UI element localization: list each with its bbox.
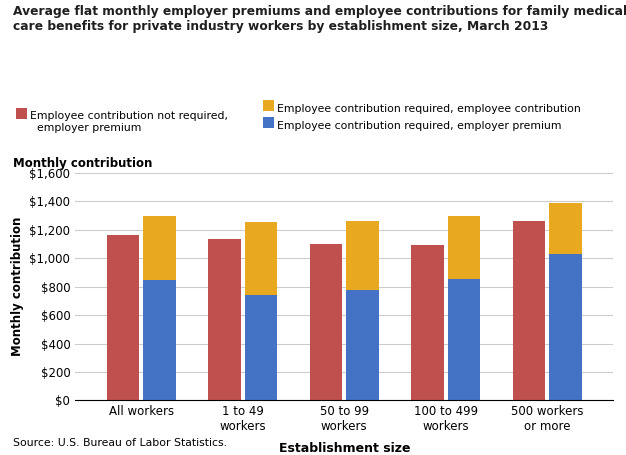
Y-axis label: Monthly contribution: Monthly contribution [11, 217, 24, 356]
Text: Source: U.S. Bureau of Labor Statistics.: Source: U.S. Bureau of Labor Statistics. [13, 438, 227, 448]
Text: Monthly contribution: Monthly contribution [13, 157, 152, 170]
Bar [411, 245, 444, 400]
Bar [245, 295, 277, 400]
Bar [346, 221, 379, 290]
Bar [513, 221, 545, 400]
Bar [550, 203, 582, 254]
Bar [143, 279, 176, 400]
Bar [106, 235, 139, 400]
X-axis label: Establishment size: Establishment size [279, 442, 410, 455]
Text: Average flat monthly employer premiums and employee contributions for family med: Average flat monthly employer premiums a… [13, 5, 626, 33]
Bar [550, 254, 582, 400]
Bar [143, 216, 176, 279]
Bar [263, 117, 274, 128]
Bar [346, 290, 379, 400]
Bar [208, 239, 240, 400]
Bar [263, 100, 274, 111]
Bar [245, 222, 277, 295]
Bar [448, 279, 480, 400]
Text: Employee contribution required, employer premium: Employee contribution required, employer… [277, 121, 562, 131]
Text: Employee contribution required, employee contribution: Employee contribution required, employee… [277, 104, 581, 114]
Bar [448, 216, 480, 279]
Bar [310, 244, 342, 400]
Bar [16, 108, 27, 119]
Text: Employee contribution not required,
  employer premium: Employee contribution not required, empl… [30, 111, 228, 133]
